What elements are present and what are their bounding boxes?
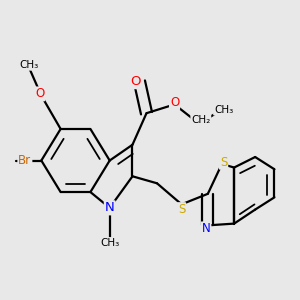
Text: CH₃: CH₃ [100, 238, 119, 248]
Text: O: O [170, 96, 179, 109]
Text: S: S [220, 156, 227, 169]
Text: N: N [105, 201, 115, 214]
Text: N: N [202, 222, 211, 236]
Text: O: O [35, 87, 44, 101]
Text: CH₂: CH₂ [191, 115, 211, 125]
Text: CH₃: CH₃ [20, 60, 39, 70]
Text: Br: Br [18, 154, 32, 167]
Text: O: O [130, 75, 140, 88]
Text: CH₃: CH₃ [214, 105, 233, 115]
Text: S: S [178, 203, 185, 216]
